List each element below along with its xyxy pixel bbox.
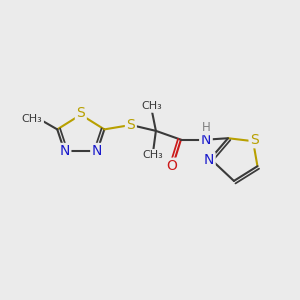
Text: S: S	[127, 118, 135, 132]
Text: N: N	[204, 153, 214, 167]
Text: S: S	[76, 106, 85, 120]
Text: O: O	[167, 159, 178, 173]
Text: N: N	[201, 133, 211, 147]
Text: S: S	[250, 133, 259, 147]
Text: CH₃: CH₃	[141, 101, 162, 111]
Text: H: H	[202, 121, 210, 134]
Text: N: N	[59, 145, 70, 158]
Text: N: N	[92, 145, 102, 158]
Text: CH₃: CH₃	[142, 150, 163, 160]
Text: CH₃: CH₃	[22, 114, 43, 124]
